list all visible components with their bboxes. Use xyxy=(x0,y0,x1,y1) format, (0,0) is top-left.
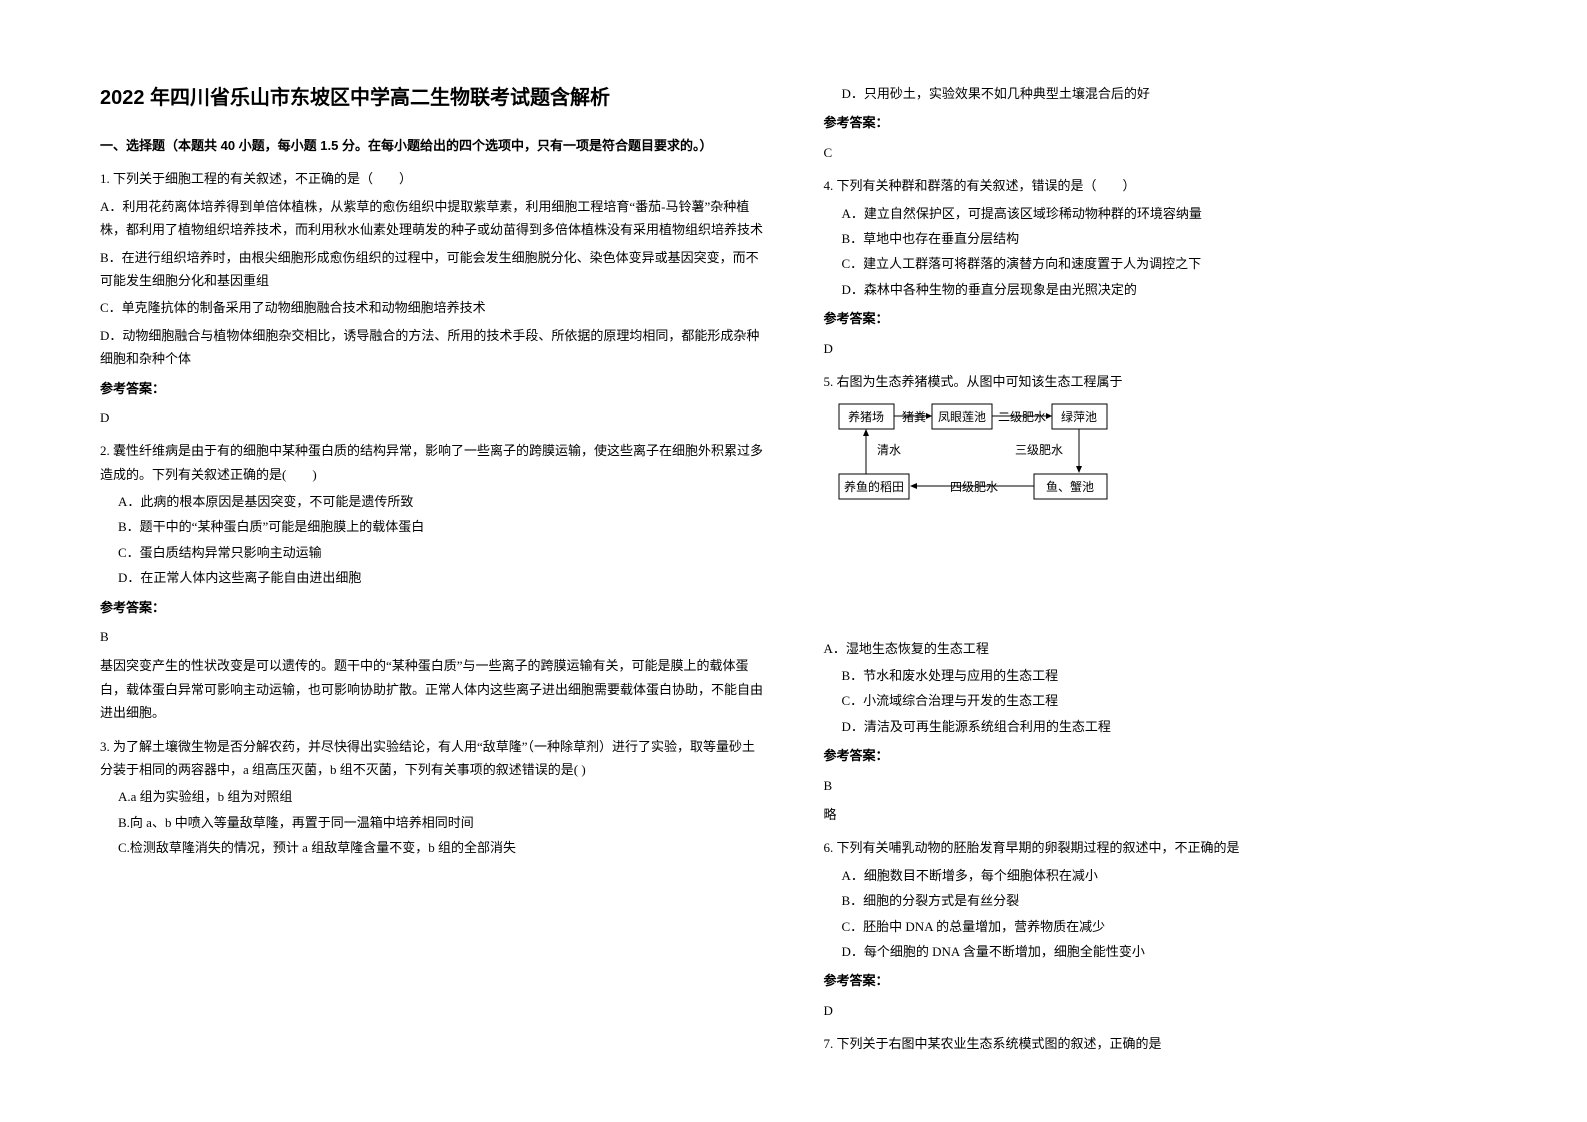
node-fish: 鱼、蟹池 xyxy=(1045,479,1093,494)
q3-answer-label: 参考答案： xyxy=(824,111,1488,134)
node-pig: 养猪场 xyxy=(847,409,883,424)
q2-opt-d: D．在正常人体内这些离子能自由进出细胞 xyxy=(118,566,764,589)
node-clean: 清水 xyxy=(876,443,900,457)
spacer xyxy=(824,523,1488,633)
q4-answer: D xyxy=(824,337,1488,360)
q3-answer: C xyxy=(824,141,1488,164)
q3-opt-d: D．只用砂土，实验效果不如几种典型土壤混合后的好 xyxy=(842,82,1488,105)
q1-opt-d: D．动物细胞融合与植物体细胞杂交相比，诱导融合的方法、所用的技术手段、所依据的原… xyxy=(100,324,764,371)
q6-opt-d: D．每个细胞的 DNA 含量不断增加，细胞全能性变小 xyxy=(842,940,1488,963)
q2-opt-c: C．蛋白质结构异常只影响主动运输 xyxy=(118,541,764,564)
page-container: 2022 年四川省乐山市东坡区中学高二生物联考试题含解析 一、选择题（本题共 4… xyxy=(0,0,1587,1100)
q3-opt-c: C.检测敌草隆消失的情况，预计 a 组敌草隆含量不变，b 组的全部消失 xyxy=(118,836,764,859)
q4-opt-d: D．森林中各种生物的垂直分层现象是由光照决定的 xyxy=(842,278,1488,301)
q6-opt-a: A．细胞数目不断增多，每个细胞体积在减小 xyxy=(842,864,1488,887)
q2-opt-a: A．此病的根本原因是基因突变，不可能是遗传所致 xyxy=(118,490,764,513)
exam-title: 2022 年四川省乐山市东坡区中学高二生物联考试题含解析 xyxy=(100,80,764,116)
q3-opt-a: A.a 组为实验组，b 组为对照组 xyxy=(118,785,764,808)
right-column: D．只用砂土，实验效果不如几种典型土壤混合后的好 参考答案： C 4. 下列有关… xyxy=(824,80,1488,1060)
q5-opt-d: D．清洁及可再生能源系统组合利用的生态工程 xyxy=(842,715,1488,738)
q6-answer-label: 参考答案： xyxy=(824,969,1488,992)
q6-opt-c: C．胚胎中 DNA 的总量增加，营养物质在减少 xyxy=(842,915,1488,938)
q1-opt-a: A．利用花药离体培养得到单倍体植株，从紫草的愈伤组织中提取紫草素，利用细胞工程培… xyxy=(100,195,764,242)
q5-stem: 5. 右图为生态养猪模式。从图中可知该生态工程属于 xyxy=(824,370,1488,393)
node-hyacinth: 凤眼莲池 xyxy=(937,410,985,424)
q5-opt-a: A．湿地生态恢复的生态工程 xyxy=(824,637,1488,660)
node-fert4: 四级肥水 xyxy=(949,480,997,494)
q5-answer: B xyxy=(824,774,1488,797)
q2-stem: 2. 囊性纤维病是由于有的细胞中某种蛋白质的结构异常，影响了一些离子的跨膜运输，… xyxy=(100,439,764,486)
q5-answer-label: 参考答案： xyxy=(824,744,1488,767)
node-rice: 养鱼的稻田 xyxy=(843,479,903,494)
q3-stem: 3. 为了解土壤微生物是否分解农药，并尽快得出实验结论，有人用“敌草隆”（一种除… xyxy=(100,735,764,782)
q6-stem: 6. 下列有关哺乳动物的胚胎发育早期的卵裂期过程的叙述中，不正确的是 xyxy=(824,836,1488,859)
q5-note: 略 xyxy=(824,803,1488,826)
node-duckweed: 绿萍池 xyxy=(1060,409,1096,424)
node-fert3: 三级肥水 xyxy=(1014,443,1062,457)
q2-opt-b: B．题干中的“某种蛋白质”可能是细胞膜上的载体蛋白 xyxy=(118,515,764,538)
q1-opt-c: C．单克隆抗体的制备采用了动物细胞融合技术和动物细胞培养技术 xyxy=(100,296,764,319)
q5-opt-c: C．小流域综合治理与开发的生态工程 xyxy=(842,689,1488,712)
q6-opt-b: B．细胞的分裂方式是有丝分裂 xyxy=(842,889,1488,912)
node-fert2: 二级肥水 xyxy=(997,410,1045,424)
q2-answer: B xyxy=(100,625,764,648)
q4-opt-b: B．草地中也存在垂直分层结构 xyxy=(842,227,1488,250)
q1-opt-b: B．在进行组织培养时，由根尖细胞形成愈伤组织的过程中，可能会发生细胞脱分化、染色… xyxy=(100,246,764,293)
q5-opt-b: B．节水和废水处理与应用的生态工程 xyxy=(842,664,1488,687)
q1-stem: 1. 下列关于细胞工程的有关叙述，不正确的是（ ） xyxy=(100,167,764,190)
q2-answer-label: 参考答案： xyxy=(100,596,764,619)
left-column: 2022 年四川省乐山市东坡区中学高二生物联考试题含解析 一、选择题（本题共 4… xyxy=(100,80,764,1060)
q5-diagram: 养猪场 猪粪 凤眼莲池 二级肥水 绿萍池 清水 三级肥水 养鱼的稻田 四级 xyxy=(834,399,1488,516)
q1-answer-label: 参考答案： xyxy=(100,377,764,400)
section-1-heading: 一、选择题（本题共 40 小题，每小题 1.5 分。在每小题给出的四个选项中，只… xyxy=(100,134,764,157)
q4-opt-c: C．建立人工群落可将群落的演替方向和速度置于人为调控之下 xyxy=(842,252,1488,275)
q4-stem: 4. 下列有关种群和群落的有关叙述，错误的是（ ） xyxy=(824,174,1488,197)
q4-opt-a: A．建立自然保护区，可提高该区域珍稀动物种群的环境容纳量 xyxy=(842,202,1488,225)
q6-answer: D xyxy=(824,999,1488,1022)
q2-explain: 基因突变产生的性状改变是可以遗传的。题干中的“某种蛋白质”与一些离子的跨膜运输有… xyxy=(100,654,764,724)
q3-opt-b: B.向 a、b 中喷入等量敌草隆，再置于同一温箱中培养相同时间 xyxy=(118,811,764,834)
q1-answer: D xyxy=(100,406,764,429)
q4-answer-label: 参考答案： xyxy=(824,307,1488,330)
eco-pig-diagram-svg: 养猪场 猪粪 凤眼莲池 二级肥水 绿萍池 清水 三级肥水 养鱼的稻田 四级 xyxy=(834,399,1154,509)
node-feces: 猪粪 xyxy=(901,410,925,424)
q7-stem: 7. 下列关于右图中某农业生态系统模式图的叙述，正确的是 xyxy=(824,1032,1488,1055)
